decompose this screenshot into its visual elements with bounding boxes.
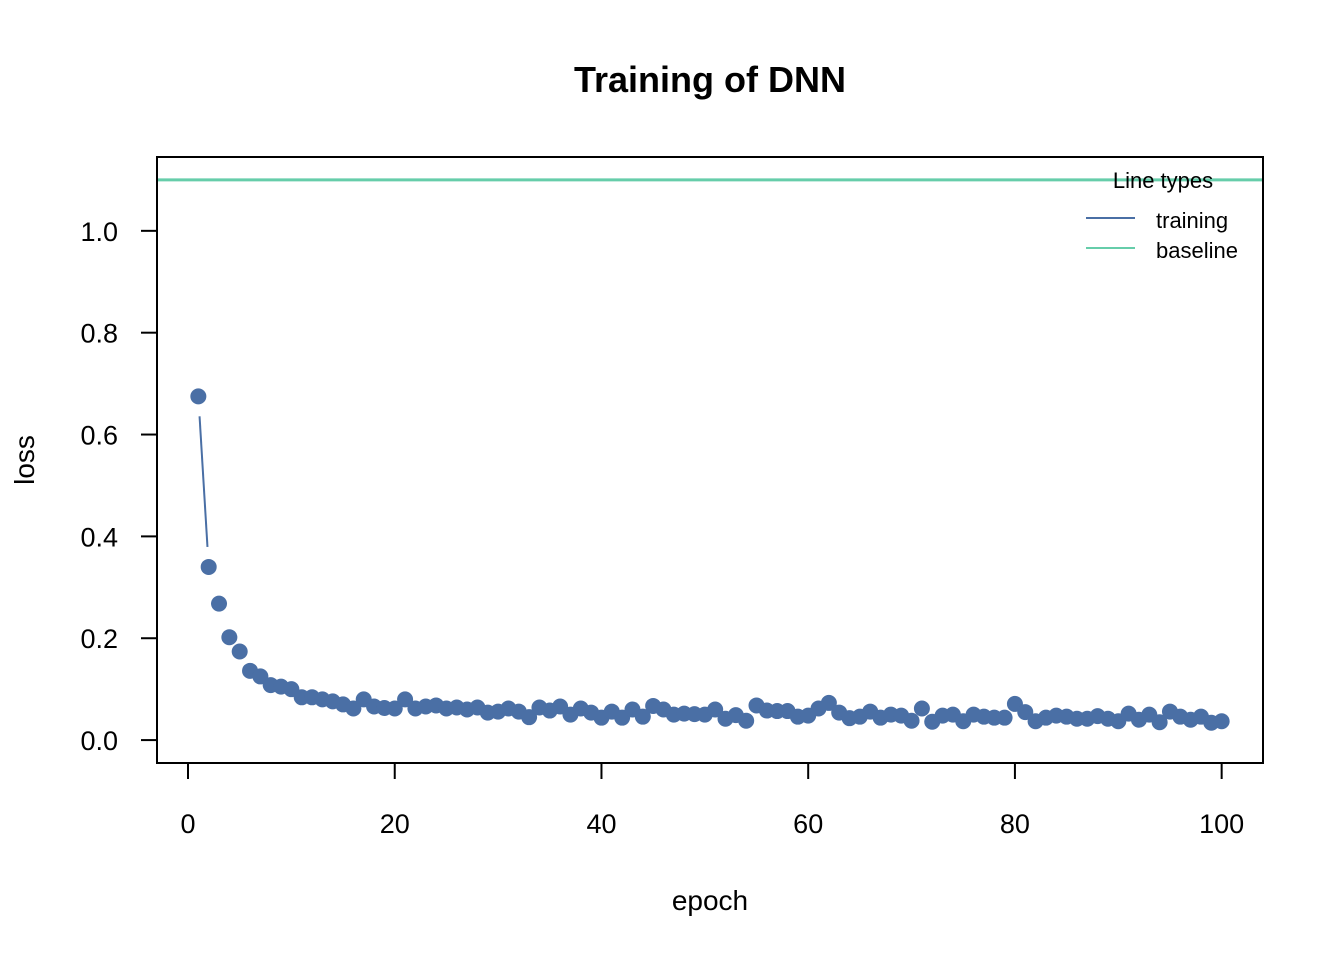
- x-tick-label: 0: [180, 809, 195, 839]
- training-point: [231, 643, 248, 660]
- training-point: [1017, 704, 1034, 721]
- training-point: [913, 700, 930, 717]
- y-tick-label: 0.0: [80, 726, 118, 756]
- y-tick-label: 0.8: [80, 319, 118, 349]
- training-point: [738, 712, 755, 729]
- training-point: [1213, 713, 1230, 730]
- x-tick-label: 40: [586, 809, 616, 839]
- training-point: [996, 709, 1013, 726]
- training-point: [221, 629, 238, 646]
- x-tick-label: 100: [1199, 809, 1244, 839]
- training-point: [903, 712, 920, 729]
- training-point: [707, 701, 724, 718]
- y-tick-label: 0.2: [80, 624, 118, 654]
- x-axis-label: epoch: [672, 885, 748, 916]
- x-tick-label: 60: [793, 809, 823, 839]
- training-point: [345, 700, 362, 717]
- legend-label-training: training: [1156, 208, 1228, 233]
- y-tick-label: 0.4: [80, 522, 118, 552]
- training-point: [200, 558, 217, 575]
- series-layer: [190, 388, 1230, 731]
- chart-title: Training of DNN: [574, 59, 846, 100]
- y-axis-label: loss: [9, 435, 40, 485]
- training-point: [397, 691, 414, 708]
- training-point: [634, 708, 651, 725]
- plot-frame: [156, 156, 1264, 764]
- training-line-segment: [198, 416, 209, 548]
- y-tick-label: 1.0: [80, 217, 118, 247]
- axes: 0 20 40 60 80 100 0.0 0.2 0.4 0.6 0.8 1.0: [80, 217, 1244, 839]
- x-tick-label: 20: [380, 809, 410, 839]
- y-tick-label: 0.6: [80, 421, 118, 451]
- training-point: [386, 700, 403, 717]
- training-point: [190, 388, 207, 405]
- training-point: [820, 694, 837, 711]
- legend-label-baseline: baseline: [1156, 238, 1238, 263]
- training-point: [521, 709, 538, 726]
- training-point: [211, 595, 228, 612]
- legend: Line types training baseline: [1086, 168, 1238, 263]
- legend-title: Line types: [1113, 168, 1213, 193]
- training-point: [1151, 714, 1168, 731]
- x-tick-label: 80: [1000, 809, 1030, 839]
